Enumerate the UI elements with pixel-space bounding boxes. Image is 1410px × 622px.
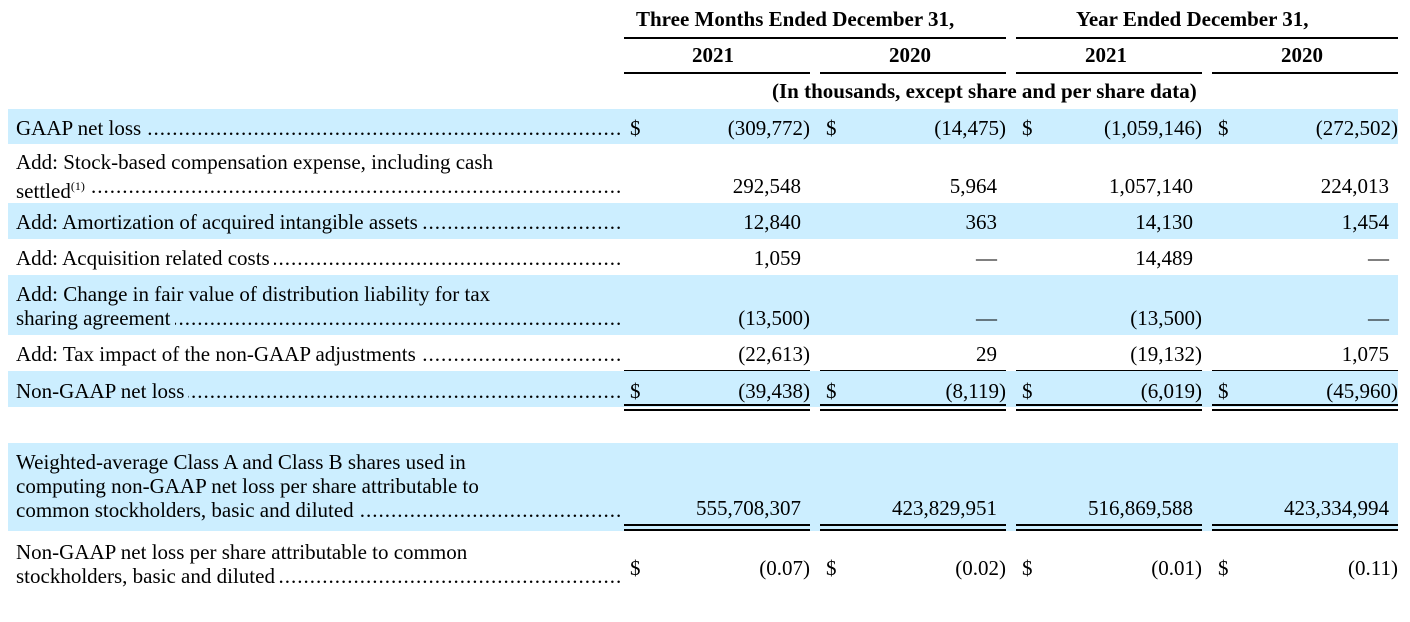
currency-symbol: $ <box>1218 379 1229 403</box>
cell-value: (272,502) <box>1315 116 1398 140</box>
cell-value: (45,960) <box>1326 379 1398 403</box>
double-rule <box>624 404 810 411</box>
row-label-text: GAAP net loss <box>16 116 146 140</box>
cell-value: 1,075 <box>1341 342 1389 366</box>
row-label-acquisition-costs: ........................................… <box>16 246 620 270</box>
row-label-text: stockholders, basic and diluted <box>16 564 279 588</box>
dot-leader: ........................................… <box>16 174 620 198</box>
row-label-text: Add: Tax impact of the non-GAAP adjustme… <box>16 342 420 366</box>
double-rule <box>820 404 1006 411</box>
double-rule <box>1212 404 1398 411</box>
header-group-rule-1 <box>624 37 1006 39</box>
cell-value: 555,708,307 <box>696 496 801 520</box>
subtotal-rule <box>1016 370 1202 371</box>
currency-symbol: $ <box>1022 116 1033 140</box>
currency-symbol: $ <box>826 379 837 403</box>
row-label-text: Add: Amortization of acquired intangible… <box>16 210 422 234</box>
header-col-2020-y: 2020 <box>1281 43 1323 67</box>
subtotal-rule <box>1212 370 1398 371</box>
row-label-text: settled <box>16 179 71 203</box>
cell-value: (39,438) <box>738 379 810 403</box>
cell-value: — <box>976 246 997 270</box>
header-group-three-months: Three Months Ended December 31, <box>636 7 955 31</box>
row-label-weighted-average: ........................................… <box>16 498 620 522</box>
row-label-fair-value-line1: Add: Change in fair value of distributio… <box>16 282 491 306</box>
double-rule <box>1016 524 1202 531</box>
currency-symbol: $ <box>826 116 837 140</box>
currency-symbol: $ <box>630 116 641 140</box>
cell-value: — <box>976 306 997 330</box>
cell-value: 292,548 <box>732 174 801 198</box>
cell-value: (1,059,146) <box>1104 116 1202 140</box>
header-col-2020-q: 2020 <box>889 43 931 67</box>
row-label-per-share: ........................................… <box>16 564 620 588</box>
cell-value: 423,334,994 <box>1284 496 1389 520</box>
double-rule <box>624 524 810 531</box>
cell-value: — <box>1368 306 1389 330</box>
currency-symbol: $ <box>630 379 641 403</box>
cell-value: — <box>1368 246 1389 270</box>
cell-value: 5,964 <box>949 174 997 198</box>
double-rule <box>820 524 1006 531</box>
currency-symbol: $ <box>1022 379 1033 403</box>
subtotal-rule <box>624 370 810 371</box>
cell-value: 1,057,140 <box>1109 174 1193 198</box>
header-col-2021-q: 2021 <box>692 43 734 67</box>
row-label-fair-value: ........................................… <box>16 306 620 330</box>
cell-value: (0.02) <box>955 556 1006 580</box>
cell-value: (0.01) <box>1151 556 1202 580</box>
row-label-text: sharing agreement <box>16 306 175 330</box>
footnote-marker: (1) <box>70 179 85 193</box>
cell-value: 516,869,588 <box>1088 496 1193 520</box>
row-label-non-gaap-net-loss: ........................................… <box>16 379 620 403</box>
cell-value: (6,019) <box>1140 379 1202 403</box>
row-label-text: common stockholders, basic and diluted <box>16 498 358 522</box>
row-label-text: Add: Acquisition related costs <box>16 246 274 270</box>
cell-value: (0.07) <box>759 556 810 580</box>
row-label-stock-comp: ........................................… <box>16 174 620 203</box>
header-col-rule-3 <box>1016 72 1202 74</box>
cell-value: (19,132) <box>1130 342 1202 366</box>
cell-value: (309,772) <box>727 116 810 140</box>
units-note: (In thousands, except share and per shar… <box>772 79 1197 103</box>
row-label-weighted-line1: Weighted-average Class A and Class B sha… <box>16 450 466 474</box>
cell-value: (0.11) <box>1348 556 1398 580</box>
row-label-text: Non-GAAP net loss <box>16 379 189 403</box>
subtotal-rule <box>820 370 1006 371</box>
header-group-rule-2 <box>1016 37 1398 39</box>
currency-symbol: $ <box>1218 116 1229 140</box>
cell-value: 363 <box>965 210 998 234</box>
cell-value: 423,829,951 <box>892 496 997 520</box>
cell-value: 1,454 <box>1341 210 1389 234</box>
header-col-rule-2 <box>820 72 1006 74</box>
header-col-2021-y: 2021 <box>1085 43 1127 67</box>
cell-value: (13,500) <box>1130 306 1202 330</box>
row-label-amortization: ........................................… <box>16 210 620 234</box>
cell-value: 14,489 <box>1135 246 1193 270</box>
currency-symbol: $ <box>826 556 837 580</box>
double-rule <box>1212 524 1398 531</box>
row-label-per-share-line1: Non-GAAP net loss per share attributable… <box>16 540 468 564</box>
double-rule <box>1016 404 1202 411</box>
row-label-tax-impact: ........................................… <box>16 342 620 366</box>
row-label-stock-comp-line1: Add: Stock-based compensation expense, i… <box>16 150 494 174</box>
cell-value: (13,500) <box>738 306 810 330</box>
header-group-year: Year Ended December 31, <box>1076 7 1309 31</box>
currency-symbol: $ <box>1218 556 1229 580</box>
currency-symbol: $ <box>630 556 641 580</box>
cell-value: 29 <box>976 342 997 366</box>
cell-value: (22,613) <box>738 342 810 366</box>
cell-value: 224,013 <box>1320 174 1389 198</box>
currency-symbol: $ <box>1022 556 1033 580</box>
cell-value: (14,475) <box>934 116 1006 140</box>
cell-value: (8,119) <box>945 379 1006 403</box>
cell-value: 12,840 <box>743 210 801 234</box>
row-label-gaap-net-loss: ........................................… <box>16 116 620 140</box>
cell-value: 14,130 <box>1135 210 1193 234</box>
header-col-rule-1 <box>624 72 810 74</box>
cell-value: 1,059 <box>753 246 801 270</box>
header-col-rule-4 <box>1212 72 1398 74</box>
row-label-weighted-line2: computing non-GAAP net loss per share at… <box>16 474 479 498</box>
